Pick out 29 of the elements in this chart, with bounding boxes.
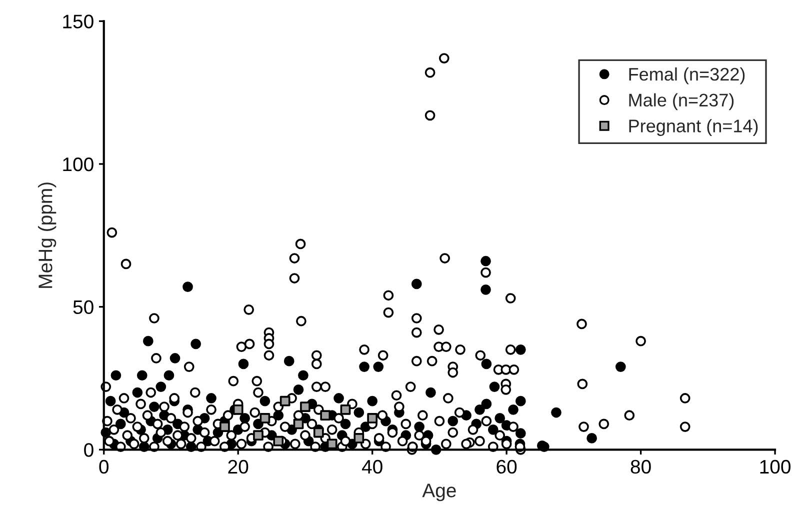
point bbox=[219, 422, 230, 432]
y-axis-title: MeHg (ppm) bbox=[38, 182, 56, 288]
x-tick-label: 80 bbox=[630, 460, 651, 474]
point bbox=[253, 430, 264, 441]
y-tick-label: 150 bbox=[63, 14, 94, 28]
point bbox=[313, 427, 324, 438]
point bbox=[340, 404, 351, 415]
y-tick-label: 0 bbox=[84, 443, 94, 457]
point bbox=[326, 438, 338, 450]
x-tick-label: 60 bbox=[496, 460, 517, 474]
legend-label: Femal (n=322) bbox=[629, 67, 745, 84]
legend-label: Pregnant (n=14) bbox=[629, 119, 758, 136]
point bbox=[260, 413, 270, 424]
point bbox=[280, 396, 290, 406]
x-tick-label: 20 bbox=[228, 460, 248, 474]
point bbox=[232, 404, 244, 415]
y-tick-label: 100 bbox=[63, 157, 94, 172]
y-tick-label: 50 bbox=[73, 300, 94, 314]
point bbox=[300, 402, 310, 412]
x-tick-label: 40 bbox=[362, 460, 382, 474]
point bbox=[293, 418, 304, 430]
x-axis-title: Age bbox=[422, 484, 456, 502]
point bbox=[320, 410, 331, 421]
legend-label: Male (n=237) bbox=[629, 93, 734, 110]
point bbox=[367, 413, 378, 424]
point bbox=[273, 436, 284, 446]
point bbox=[354, 433, 364, 444]
x-tick-label: 0 bbox=[99, 460, 109, 474]
x-tick-label: 100 bbox=[760, 460, 790, 474]
